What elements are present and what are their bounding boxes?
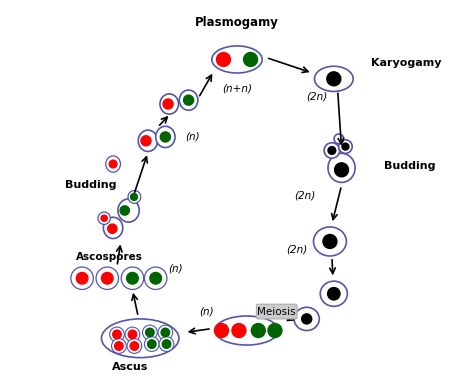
Ellipse shape — [334, 134, 344, 144]
Ellipse shape — [96, 267, 118, 289]
Ellipse shape — [328, 153, 355, 183]
Ellipse shape — [159, 337, 174, 351]
Circle shape — [268, 324, 282, 337]
Circle shape — [160, 132, 170, 142]
Ellipse shape — [101, 319, 179, 358]
Circle shape — [323, 234, 337, 248]
Text: (n): (n) — [199, 306, 213, 316]
Circle shape — [244, 53, 257, 66]
Circle shape — [130, 342, 139, 350]
Ellipse shape — [179, 90, 198, 110]
Circle shape — [120, 206, 129, 215]
FancyBboxPatch shape — [256, 304, 297, 319]
Text: Ascospores: Ascospores — [76, 252, 143, 262]
Ellipse shape — [320, 281, 347, 306]
Text: Ascus: Ascus — [112, 362, 149, 372]
Text: (2n): (2n) — [286, 244, 308, 254]
Circle shape — [301, 314, 312, 324]
Ellipse shape — [125, 327, 140, 342]
Ellipse shape — [324, 143, 339, 158]
Ellipse shape — [71, 267, 93, 289]
Circle shape — [251, 324, 265, 337]
Circle shape — [115, 342, 123, 350]
Ellipse shape — [143, 325, 157, 340]
Text: (n): (n) — [168, 264, 182, 273]
Circle shape — [328, 147, 336, 154]
Circle shape — [101, 215, 107, 222]
Ellipse shape — [118, 199, 139, 222]
Circle shape — [109, 160, 117, 168]
Ellipse shape — [314, 66, 353, 91]
Ellipse shape — [106, 156, 120, 172]
Ellipse shape — [145, 267, 167, 289]
Circle shape — [113, 330, 121, 339]
Ellipse shape — [145, 337, 159, 351]
Circle shape — [163, 99, 173, 109]
Text: Budding: Budding — [64, 180, 116, 190]
Ellipse shape — [138, 130, 158, 151]
Circle shape — [183, 95, 194, 105]
Circle shape — [130, 193, 137, 200]
Ellipse shape — [155, 126, 175, 147]
Circle shape — [217, 53, 230, 66]
Circle shape — [141, 136, 151, 146]
Ellipse shape — [128, 191, 141, 203]
Ellipse shape — [103, 217, 123, 239]
Circle shape — [127, 273, 138, 284]
Ellipse shape — [215, 316, 279, 345]
Circle shape — [108, 224, 117, 233]
Text: Meiosis: Meiosis — [257, 307, 296, 317]
Ellipse shape — [109, 327, 124, 342]
Ellipse shape — [160, 94, 179, 114]
Circle shape — [147, 340, 156, 348]
Ellipse shape — [313, 227, 346, 256]
Circle shape — [146, 328, 154, 337]
Circle shape — [232, 324, 246, 337]
Ellipse shape — [294, 307, 319, 331]
Circle shape — [128, 330, 137, 339]
Ellipse shape — [158, 325, 173, 340]
Text: Plasmogamy: Plasmogamy — [195, 16, 279, 29]
Ellipse shape — [127, 339, 142, 353]
Circle shape — [342, 143, 349, 150]
Text: (n+n): (n+n) — [222, 83, 252, 94]
Text: (2n): (2n) — [306, 91, 327, 101]
Text: Karyogamy: Karyogamy — [371, 58, 441, 68]
Circle shape — [162, 340, 171, 348]
Circle shape — [101, 273, 113, 284]
Circle shape — [327, 72, 341, 86]
Ellipse shape — [121, 267, 144, 289]
Circle shape — [215, 324, 228, 337]
Circle shape — [76, 273, 88, 284]
Ellipse shape — [98, 212, 110, 224]
Circle shape — [150, 273, 162, 284]
Circle shape — [328, 287, 340, 300]
Text: Budding: Budding — [384, 161, 436, 171]
Text: (n): (n) — [185, 132, 200, 142]
Text: (2n): (2n) — [294, 190, 315, 200]
Circle shape — [335, 163, 348, 177]
Ellipse shape — [212, 46, 262, 73]
Circle shape — [161, 328, 170, 337]
Ellipse shape — [338, 140, 352, 153]
Ellipse shape — [111, 339, 126, 353]
